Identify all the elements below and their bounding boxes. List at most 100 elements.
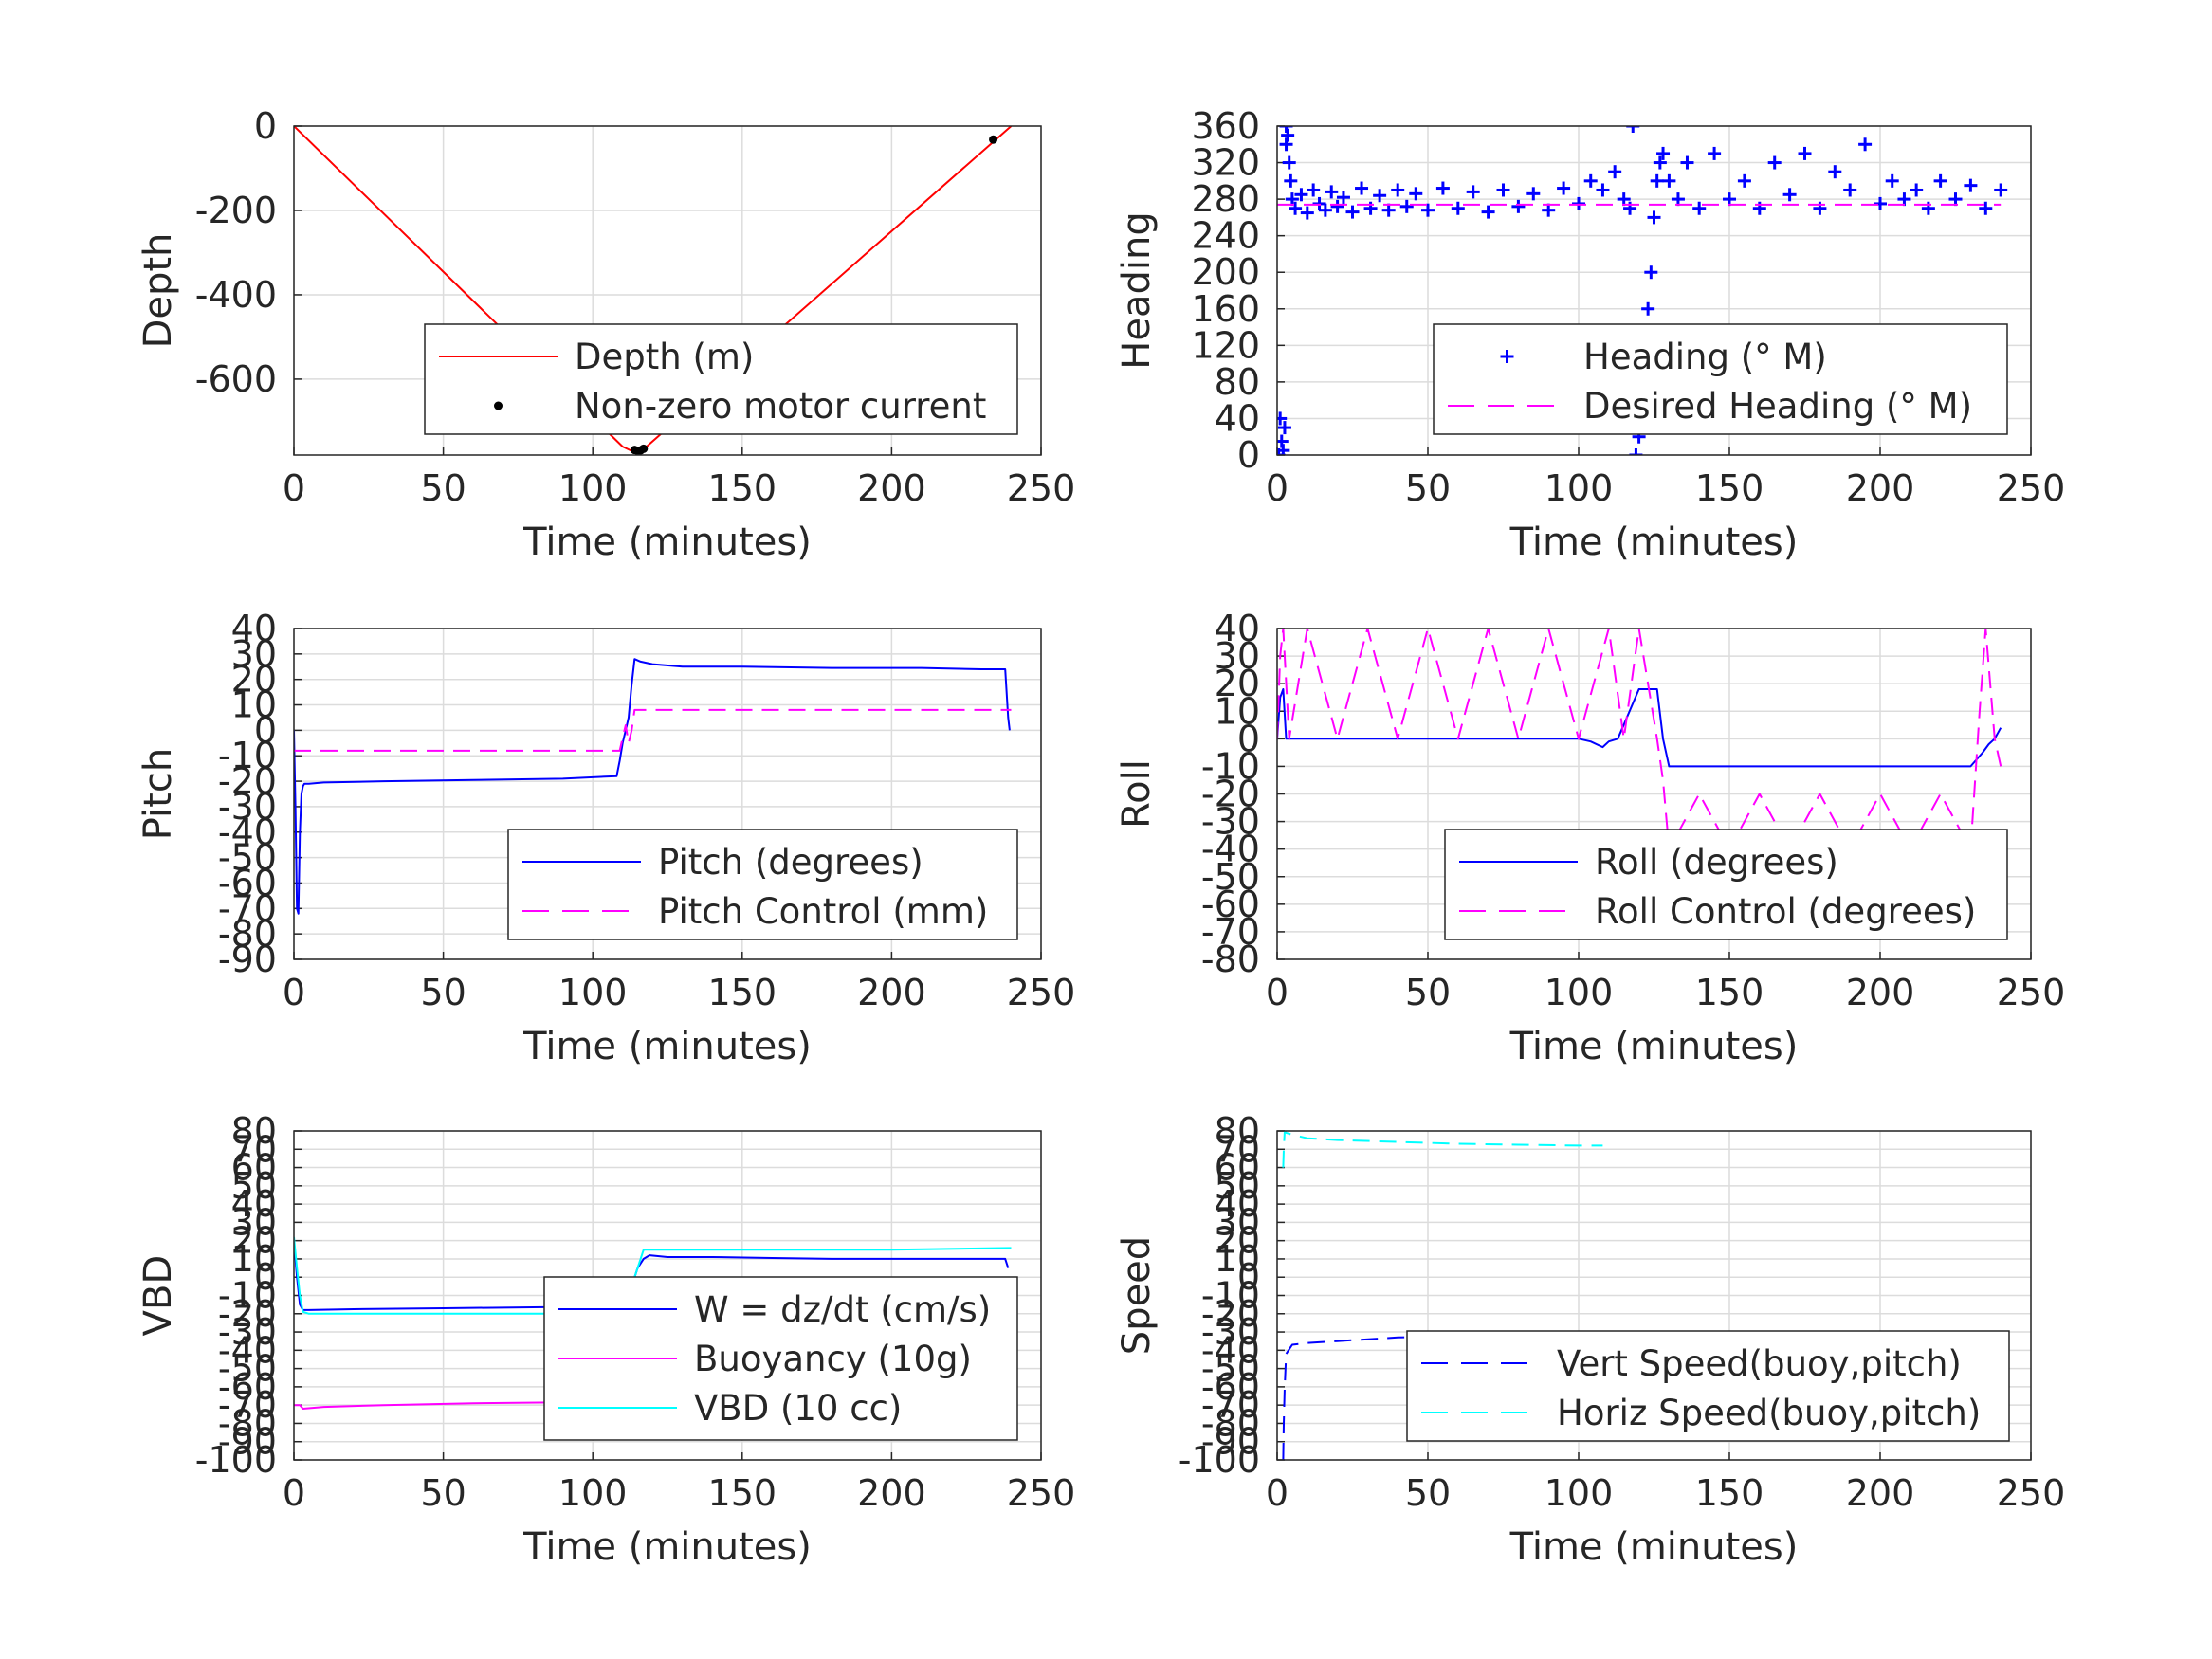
y-tick-label: 10 <box>1215 690 1260 732</box>
x-tick-label: 250 <box>1007 467 1076 509</box>
axes-frame <box>293 1130 1042 1461</box>
y-tick-label: -70 <box>218 1384 277 1426</box>
axes-frame <box>1276 125 2032 456</box>
data-point <box>1910 183 1924 197</box>
y-tick-label: 80 <box>1215 1110 1260 1152</box>
series-group <box>294 658 1012 915</box>
data-point <box>1526 187 1541 201</box>
series-line-2 <box>1277 629 2002 850</box>
y-tick-label: 240 <box>1191 215 1260 257</box>
data-point <box>1277 421 1291 435</box>
y-tick-label: -10 <box>218 735 277 776</box>
y-tick-label: -70 <box>218 887 277 929</box>
y-tick-label: 0 <box>254 709 277 751</box>
data-point <box>1318 203 1332 217</box>
y-tick-label: -50 <box>218 837 277 879</box>
y-tick-label: 50 <box>231 1165 277 1207</box>
y-tick-label: -20 <box>1201 774 1260 815</box>
y-tick-label: -20 <box>218 1293 277 1335</box>
legend-box <box>424 323 1018 435</box>
series-line-1 <box>294 658 1011 915</box>
y-tick-label: -60 <box>1201 884 1260 925</box>
subplot-2: 0 50 100 150 200 2500408012016020024028032036… <box>1115 105 2065 564</box>
y-tick-label: -80 <box>1201 939 1260 980</box>
y-axis-label: Speed <box>1115 1236 1159 1355</box>
legend-label: Non-zero motor current <box>575 386 986 427</box>
data-point <box>1680 155 1694 170</box>
data-point <box>1391 183 1405 197</box>
x-tick-label: 50 <box>420 467 466 509</box>
y-tick-label: -40 <box>218 811 277 853</box>
y-tick-label: -20 <box>218 760 277 802</box>
x-tick-label: 50 <box>1405 972 1451 1013</box>
x-tick-label: 250 <box>1007 1472 1076 1514</box>
legend-box <box>1444 829 2008 940</box>
y-tick-label: 30 <box>231 1201 277 1243</box>
subplot-6: 0 50 100 150 200 25080706050403020100-10-20-3… <box>1115 1110 2065 1569</box>
data-point <box>1626 126 1640 133</box>
series-line-2 <box>1282 1131 1603 1168</box>
y-tick-label: 20 <box>231 1220 277 1262</box>
data-point <box>1542 203 1556 217</box>
y-tick-label: -10 <box>1201 745 1260 787</box>
x-tick-label: 250 <box>1997 1472 2066 1514</box>
data-point <box>1692 201 1707 215</box>
y-tick-label: 10 <box>231 684 277 726</box>
y-tick-label: 40 <box>1215 1183 1260 1225</box>
y-tick-label: -70 <box>1201 911 1260 953</box>
series-group <box>1277 629 2002 850</box>
y-tick-label: 10 <box>1215 1238 1260 1280</box>
data-point <box>1381 203 1396 217</box>
x-axis-label: Time (minutes) <box>522 520 812 564</box>
data-point <box>1596 183 1610 197</box>
x-axis-label: Time (minutes) <box>522 1025 812 1068</box>
x-tick-label: 0 <box>1266 972 1289 1013</box>
data-point <box>639 444 649 453</box>
legend: Depth (m) Non-zero motor current <box>424 323 1018 435</box>
data-point <box>1282 155 1296 170</box>
x-tick-label: 50 <box>1405 467 1451 509</box>
legend: Roll (degrees) Roll Control (degrees) <box>1444 829 2008 940</box>
y-tick-label: -400 <box>195 274 277 316</box>
data-point <box>1557 181 1571 195</box>
y-tick-label: 60 <box>1215 1147 1260 1189</box>
y-tick-label: -50 <box>1201 1348 1260 1390</box>
data-point <box>1843 183 1857 197</box>
data-point <box>1345 205 1360 219</box>
data-point <box>1285 192 1299 207</box>
y-tick-label: -30 <box>218 1311 277 1353</box>
data-point <box>1421 203 1435 217</box>
x-tick-label: 150 <box>708 467 777 509</box>
legend-label: Heading (° M) <box>1583 337 1827 377</box>
data-point <box>1737 173 1751 188</box>
data-point <box>1933 173 1947 188</box>
x-tick-label: 0 <box>1266 467 1289 509</box>
y-tick-label: 20 <box>1215 1220 1260 1262</box>
x-tick-label: 200 <box>857 467 926 509</box>
legend-label: Roll Control (degrees) <box>1595 891 1976 932</box>
data-point <box>1279 126 1293 133</box>
legend: W = dz/dt (cm/s) Buoyancy (10g) VBD (10 cc… <box>543 1276 1018 1441</box>
axes-frame <box>293 125 1042 456</box>
y-tick-label: -60 <box>218 1366 277 1408</box>
y-tick-label: 0 <box>254 1256 277 1298</box>
y-tick-label: 80 <box>1215 361 1260 403</box>
subplot-3: 0 50 100 150 200 250403020100-10-20-30-40-50-… <box>137 608 1075 1068</box>
x-tick-label: 150 <box>1695 972 1764 1013</box>
data-point <box>1355 181 1369 195</box>
legend-box <box>1433 323 2008 435</box>
x-tick-label: 100 <box>1545 972 1614 1013</box>
y-tick-label: -70 <box>1201 1384 1260 1426</box>
y-tick-label: 70 <box>1215 1128 1260 1170</box>
x-axis-label: Time (minutes) <box>1509 520 1799 564</box>
y-tick-label: 30 <box>231 633 277 675</box>
y-tick-label: 320 <box>1191 142 1260 184</box>
subplot-4: 0 50 100 150 200 250403020100-10-20-30-40-50-… <box>1115 608 2065 1068</box>
y-tick-label: 80 <box>231 1110 277 1152</box>
data-point <box>1336 191 1350 205</box>
data-point <box>1466 185 1480 199</box>
series-line-2 <box>294 708 1012 752</box>
y-axis-label: Pitch <box>137 748 180 840</box>
data-point <box>1782 188 1797 202</box>
